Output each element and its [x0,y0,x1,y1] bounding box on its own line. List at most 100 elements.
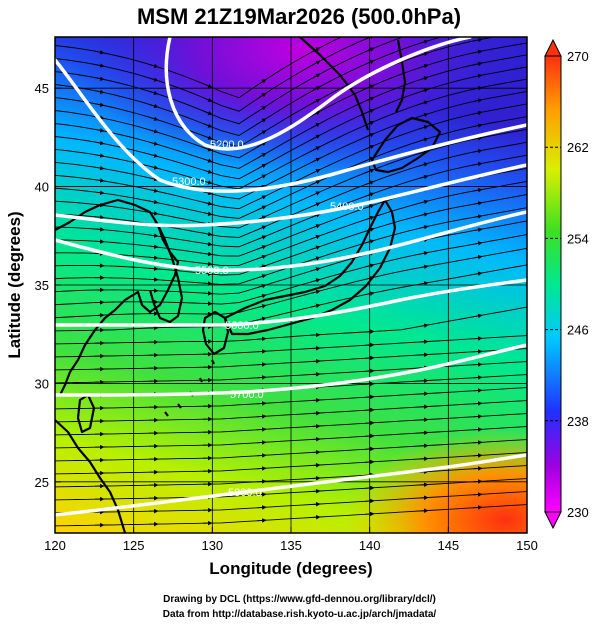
wind-arrow [94,215,105,220]
wind-arrow [256,375,267,380]
wind-arrow [364,239,375,244]
wind-arrow [418,281,429,286]
wind-arrow [148,244,159,249]
streamline [55,37,372,112]
wind-arrow [148,266,159,271]
wind-arrow [256,362,267,367]
wind-arrow [472,73,483,79]
wind-arrow [94,63,105,68]
wind-arrow [256,152,267,159]
y-tick-label-25: 25 [35,475,49,490]
wind-arrow [364,215,375,221]
y-axis-ticks: 25 30 35 40 45 [35,81,61,490]
y-tick-label-45: 45 [35,81,49,96]
wind-arrow [418,391,429,396]
wind-arrow [418,88,429,93]
wind-arrow [472,505,483,510]
wind-arrow [526,387,527,388]
contour-label-5300: 5300.0 [172,176,206,188]
wind-arrow [310,146,321,152]
x-axis-ticks: 120 125 130 135 140 145 150 [44,527,538,553]
contour-5200 [164,37,472,151]
credit-data: Data from http://database.rish.kyoto-u.a… [162,609,437,620]
colorbar-label-262: 262 [567,140,589,155]
wind-arrow [526,348,527,349]
wind-arrow [526,426,527,427]
wind-arrow [473,16,482,18]
x-tick-label-120: 120 [44,538,66,553]
wind-arrow [256,414,267,419]
wind-arrow [256,427,267,432]
wind-arrow [472,136,483,141]
wind-arrow [364,180,375,186]
wind-arrow [94,239,105,244]
wind-arrow [526,128,527,130]
wind-arrow [527,6,536,8]
wind-arrow [94,89,105,94]
wind-arrow [364,485,375,491]
colorbar-top-arrow [544,38,562,57]
wind-arrow [310,436,321,442]
wind-arrow [526,361,527,362]
wind-arrow [472,492,483,497]
wind-arrow [472,271,483,276]
wind-arrow [472,427,483,432]
wind-arrow [472,241,483,246]
wind-arrow [310,202,321,208]
wind-arrow [364,381,375,387]
wind-arrow [526,194,527,195]
wind-arrow [472,414,483,419]
wind-arrow [418,323,429,328]
wind-arrow [310,73,321,80]
wind-arrow [526,400,527,401]
wind-arrow [526,465,527,466]
streamline [55,361,527,384]
wind-arrow [310,278,321,283]
y-axis-label: Latitude (degrees) [5,211,24,358]
wind-arrow [472,37,483,43]
wind-arrow [418,495,429,500]
wind-arrow [94,140,105,146]
x-tick-label-145: 145 [437,538,459,553]
contour-label-5800: 5800.0 [228,487,262,499]
streamline [55,465,527,488]
y-tick-label-30: 30 [35,376,49,391]
wind-arrow [527,29,536,31]
wind-arrow [472,187,483,193]
x-tick-label-125: 125 [123,538,145,553]
wind-arrow [148,199,159,205]
wind-arrow [310,410,321,416]
streamline [55,400,527,423]
wind-arrow [364,96,375,102]
contour-5700 [55,343,527,397]
contour-label-5500: 5500.0 [195,265,229,277]
wind-arrow [472,375,483,380]
wind-arrow [364,342,375,348]
colorbar: 270 262 254 246 238 230 [544,38,589,530]
wind-arrow [256,174,267,181]
wind-arrow [418,212,429,217]
wind-arrow [202,97,213,102]
wind-arrow [202,83,213,89]
wind-arrow [202,291,213,296]
contour-5600 [55,278,527,327]
wind-arrow [256,440,267,445]
wind-arrow [310,397,321,403]
wind-arrow [310,157,321,164]
wind-arrow [256,401,267,406]
wind-arrow [526,116,527,117]
wind-arrow [310,345,321,351]
coastline-korea [148,224,184,324]
wind-arrow [148,116,159,121]
wind-arrow [418,137,429,142]
streamline [55,413,527,436]
wind-arrow [256,492,267,497]
wind-arrow [310,462,321,468]
wind-arrow [472,110,483,116]
wind-arrow [310,303,321,309]
wind-arrow [94,76,105,81]
wind-arrow [526,141,527,143]
wind-arrow [256,130,267,137]
wind-arrow [418,339,429,344]
